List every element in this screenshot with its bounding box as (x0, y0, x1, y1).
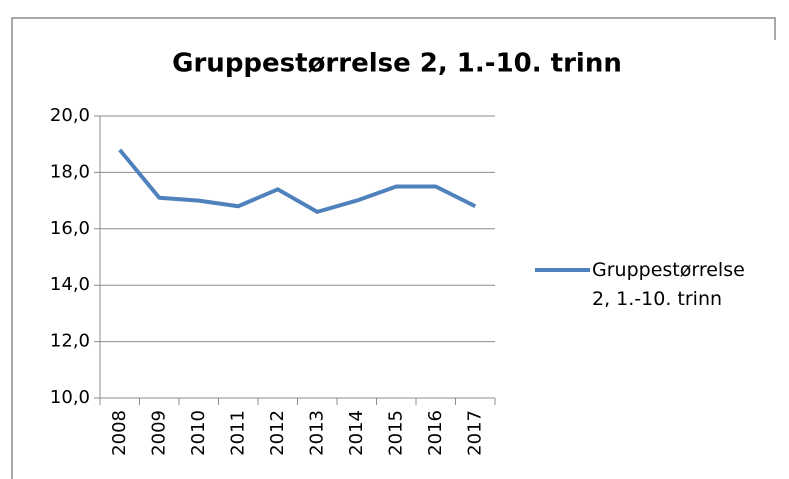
x-tick-label: 2017 (464, 410, 485, 456)
x-tick-label: 2013 (306, 410, 327, 456)
x-tick-label: 2011 (227, 410, 248, 456)
y-tick-label: 18,0 (50, 161, 90, 182)
x-tick-label: 2008 (109, 410, 130, 456)
y-tick-label: 10,0 (50, 387, 90, 408)
x-tick-label: 2010 (188, 410, 209, 456)
series-line (118, 148, 477, 214)
x-tick-label: 2012 (267, 410, 288, 456)
y-tick-label: 16,0 (50, 218, 90, 239)
chart-title: Gruppestørrelse 2, 1.-10. trinn (172, 49, 622, 79)
x-tick-label: 2014 (346, 410, 367, 456)
x-tick-label: 2009 (148, 410, 169, 456)
legend-label: Gruppestørrelse 2, 1.-10. trinn (592, 259, 745, 310)
y-tick-label: 14,0 (50, 274, 90, 295)
y-tick-label: 20,0 (50, 105, 90, 126)
y-tick-label: 12,0 (50, 331, 90, 352)
chart-frame (11, 17, 776, 479)
x-tick-label: 2016 (425, 410, 446, 456)
x-tick-label: 2015 (385, 410, 406, 456)
